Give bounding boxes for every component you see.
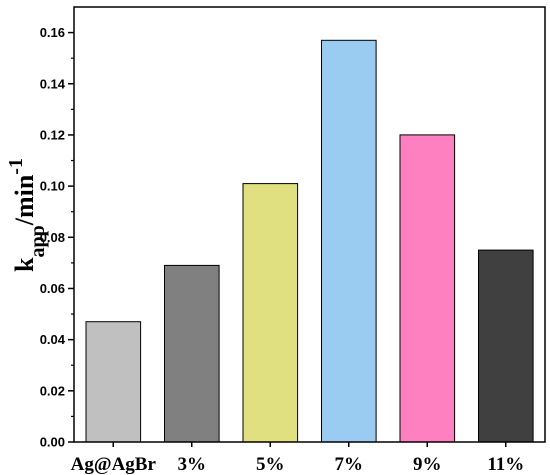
x-tick-label-5: 11% [487,454,524,475]
bar-5 [478,249,534,443]
y-axis-title: kapp/min-1 [5,158,49,272]
y-tick-label-1: 0.02 [40,383,65,398]
x-tick-label-0: Ag@AgBr [71,454,157,475]
y-axis-title-base: k [10,257,39,272]
y-tick-label-0: 0.00 [40,435,65,450]
labels-layer: Ag@AgBr 3% 5% 7% 9% 11% 0.00 0.02 0.04 0.06 0.08 0.… [40,25,525,475]
y-tick-label-5: 0.10 [40,179,65,194]
bar-1 [164,264,220,443]
y-tick-label-7: 0.14 [40,76,66,91]
x-tick-label-3: 7% [335,454,364,475]
y-axis-title-unit: /min [10,174,39,226]
bars-layer [85,39,534,443]
y-axis-title-superscript: -1 [5,158,27,175]
y-tick-label-8: 0.16 [40,25,65,40]
x-tick-label-2: 5% [256,454,285,475]
y-axis-title-subscript: app [27,225,49,257]
x-tick-label-1: 3% [178,454,207,475]
y-tick-label-3: 0.06 [40,281,65,296]
bar-4 [399,134,456,443]
y-tick-label-6: 0.12 [40,127,65,142]
x-tick-label-4: 9% [413,454,442,475]
bar-2 [242,183,299,443]
plot-frame [73,6,546,443]
y-tick-label-2: 0.04 [40,332,66,347]
axes-layer [68,6,546,447]
y-tick-label-4: 0.08 [40,230,65,245]
bar-3 [321,39,377,443]
bar-0 [85,321,142,443]
